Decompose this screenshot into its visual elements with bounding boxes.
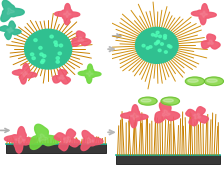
Ellipse shape — [185, 77, 205, 85]
Bar — [6, 144, 106, 153]
Circle shape — [164, 51, 167, 53]
Circle shape — [50, 35, 53, 38]
Circle shape — [41, 59, 45, 62]
Circle shape — [25, 29, 72, 69]
Circle shape — [169, 46, 172, 48]
Ellipse shape — [161, 97, 179, 105]
Polygon shape — [87, 138, 94, 144]
Circle shape — [149, 46, 152, 48]
Circle shape — [156, 31, 159, 34]
Polygon shape — [121, 105, 148, 128]
Circle shape — [155, 34, 157, 37]
Polygon shape — [201, 34, 220, 49]
Circle shape — [151, 33, 154, 36]
Circle shape — [136, 27, 178, 63]
Circle shape — [43, 55, 46, 57]
Circle shape — [167, 45, 170, 47]
Circle shape — [41, 61, 44, 64]
Polygon shape — [81, 130, 103, 151]
Circle shape — [156, 41, 159, 44]
Ellipse shape — [139, 97, 157, 105]
Circle shape — [155, 42, 157, 45]
Polygon shape — [21, 71, 28, 77]
Polygon shape — [39, 134, 47, 141]
Polygon shape — [155, 102, 180, 123]
Ellipse shape — [188, 79, 198, 82]
Polygon shape — [200, 11, 208, 17]
Polygon shape — [162, 110, 170, 116]
Ellipse shape — [163, 99, 173, 102]
Circle shape — [55, 44, 58, 46]
Polygon shape — [1, 0, 24, 22]
Circle shape — [158, 49, 161, 52]
Circle shape — [40, 53, 43, 56]
Polygon shape — [78, 37, 84, 42]
Polygon shape — [4, 127, 36, 153]
Polygon shape — [63, 11, 71, 17]
Circle shape — [157, 40, 160, 43]
Polygon shape — [55, 4, 80, 25]
Polygon shape — [191, 4, 216, 25]
Polygon shape — [63, 137, 71, 143]
Circle shape — [58, 52, 61, 55]
Circle shape — [160, 43, 164, 45]
Polygon shape — [0, 21, 21, 40]
Polygon shape — [86, 71, 93, 77]
Polygon shape — [7, 8, 14, 14]
Circle shape — [164, 37, 166, 39]
Circle shape — [56, 60, 59, 63]
Circle shape — [159, 35, 162, 38]
Polygon shape — [186, 107, 209, 126]
Polygon shape — [194, 113, 200, 119]
Polygon shape — [54, 129, 80, 151]
Polygon shape — [208, 40, 213, 44]
Polygon shape — [13, 64, 37, 84]
Circle shape — [32, 57, 35, 60]
Polygon shape — [130, 113, 138, 120]
Circle shape — [56, 57, 59, 60]
Polygon shape — [72, 31, 91, 46]
Ellipse shape — [141, 99, 151, 102]
Polygon shape — [15, 136, 25, 144]
Circle shape — [146, 47, 149, 49]
Circle shape — [54, 41, 57, 44]
Circle shape — [59, 44, 63, 47]
Bar — [116, 155, 220, 164]
Polygon shape — [53, 70, 70, 84]
Circle shape — [164, 34, 166, 37]
Polygon shape — [59, 75, 64, 79]
Polygon shape — [30, 124, 59, 149]
Polygon shape — [78, 64, 101, 83]
Circle shape — [142, 44, 145, 47]
Circle shape — [39, 46, 42, 49]
Ellipse shape — [204, 77, 224, 85]
Polygon shape — [7, 27, 13, 33]
Circle shape — [30, 53, 34, 56]
Ellipse shape — [207, 79, 217, 82]
Circle shape — [34, 39, 37, 42]
